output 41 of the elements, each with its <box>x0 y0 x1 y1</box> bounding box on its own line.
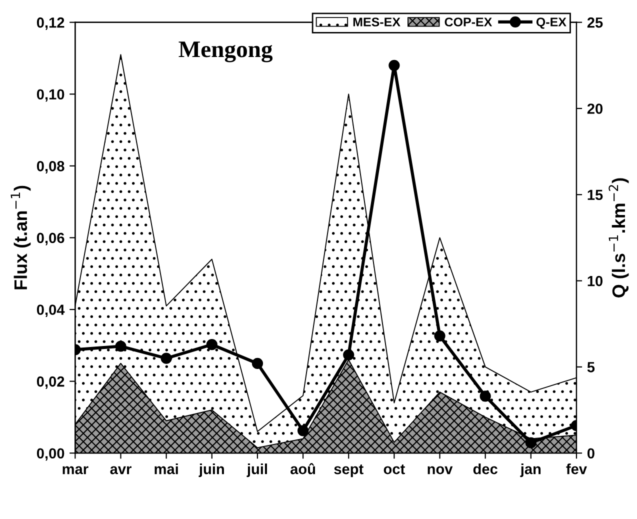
y-tick-label: 0,06 <box>36 232 64 246</box>
y2-tick-label: 0 <box>587 448 594 459</box>
y-tick-label: 0,08 <box>36 161 64 174</box>
point <box>525 437 536 448</box>
x-tick-label: juin <box>198 464 224 478</box>
x-tick-label: nov <box>428 466 453 474</box>
point <box>434 330 446 342</box>
point <box>297 425 309 436</box>
y2-tick-label: 5 <box>587 362 595 372</box>
x-tick-label: mar <box>62 466 88 474</box>
y-axis-title: Flux (t.an$^{−1}$) <box>10 186 31 290</box>
x-tick-label: juil <box>246 464 267 478</box>
y2-axis-title: Q (l.s$^{−1}$.km$^{−2}$) <box>608 178 629 298</box>
y-tick-label: 0,04 <box>36 304 65 318</box>
y-tick-label: 0,12 <box>36 17 64 30</box>
y2-tick-label: 10 <box>588 276 603 286</box>
y-tick-label: 0,00 <box>36 448 64 461</box>
y-tick-label: 0,10 <box>36 89 64 102</box>
legend-label: Q-EX <box>536 18 566 29</box>
y2-tick-label: 20 <box>587 104 603 114</box>
x-tick-label: aoû <box>290 463 316 474</box>
x-tick-label: jan <box>520 464 541 478</box>
x-tick-label: sept <box>334 464 364 478</box>
point <box>206 338 218 350</box>
legend-label: MES-EX <box>353 18 400 26</box>
x-tick-label: oct <box>384 464 405 474</box>
x-tick-label: dec <box>473 464 498 474</box>
x-tick-label: avr <box>110 466 132 474</box>
y-tick-label: 0,02 <box>36 376 64 389</box>
x-tick-label: mai <box>154 464 178 474</box>
text: Mengong <box>178 42 273 62</box>
x-tick-label: fev <box>566 464 587 474</box>
point <box>343 349 354 360</box>
point <box>115 340 126 352</box>
y2-tick-label: 25 <box>587 17 603 28</box>
point <box>252 358 264 370</box>
y2-tick-label: 15 <box>588 190 603 200</box>
point <box>388 60 400 71</box>
point <box>480 390 491 402</box>
point <box>160 352 172 364</box>
legend-label: COP-EX <box>444 18 492 26</box>
